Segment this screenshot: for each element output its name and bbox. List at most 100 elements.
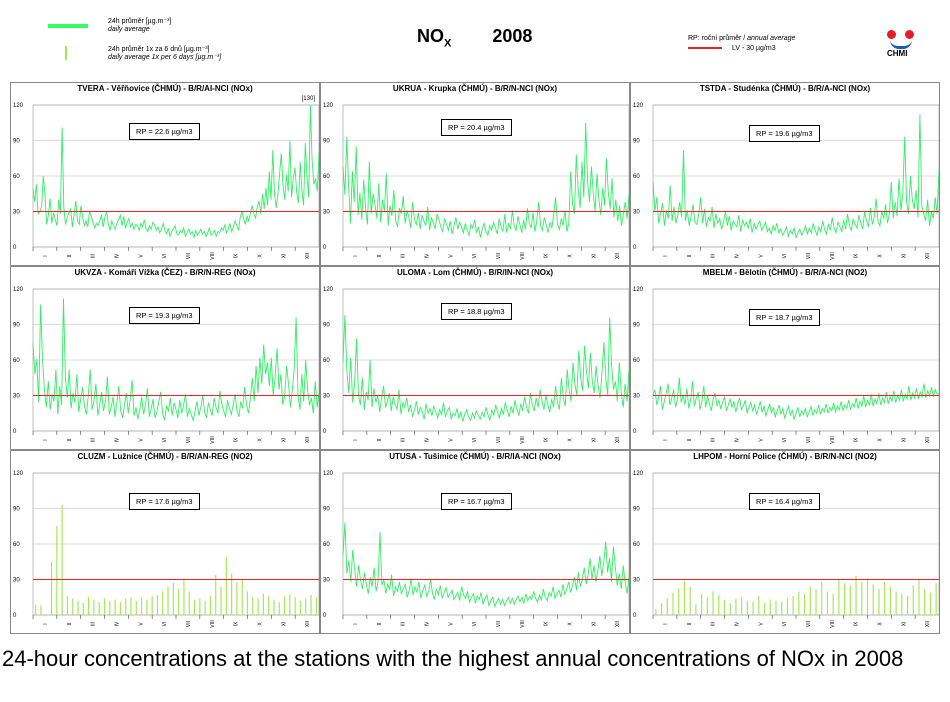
month-label: VI <box>472 622 478 627</box>
y-tick-label: 60 <box>323 358 330 364</box>
month-label: IX <box>544 621 550 626</box>
month-label: III <box>711 622 717 626</box>
month-label: VIII <box>520 436 526 444</box>
month-label: X <box>567 622 573 626</box>
y-tick-label: 90 <box>13 139 20 145</box>
chmi-logo: CHMI <box>884 28 918 62</box>
month-label: XII <box>305 621 311 627</box>
month-label: VIII <box>210 252 216 260</box>
month-label: II <box>67 255 73 258</box>
annual-average-box: RP = 17.6 µg/m3 <box>129 493 200 510</box>
rp-label-en: annual average <box>747 35 796 42</box>
month-label: XI <box>901 254 907 259</box>
concentration-line <box>652 114 939 240</box>
station-chart: TVERA - Věřňovice (ČHMÚ) - B/R/AI-NCI (N… <box>10 82 320 266</box>
month-label: I <box>43 439 49 440</box>
y-tick-label: 120 <box>633 287 644 293</box>
y-tick-label: 0 <box>633 245 637 251</box>
station-chart: UTUSA - Tušimice (ČHMÚ) - B/R/IA-NCI (NO… <box>320 450 630 634</box>
month-label: VIII <box>830 252 836 260</box>
month-label: VII <box>496 253 502 259</box>
y-tick-label: 0 <box>13 613 17 619</box>
month-label: VI <box>472 254 478 259</box>
y-tick-label: 30 <box>13 578 20 584</box>
station-chart: UKRUA - Krupka (ČHMÚ) - B/R/N-NCI (NOx) 1… <box>320 82 630 266</box>
legend-line-text: 24h průměr [µg.m⁻³] daily average <box>108 18 308 34</box>
y-tick-label: 30 <box>13 210 20 216</box>
month-label: VII <box>186 621 192 627</box>
month-label: X <box>877 622 883 626</box>
annual-average-box: RP = 19.6 µg/m3 <box>749 125 820 142</box>
y-tick-label: 120 <box>13 471 24 477</box>
annual-average-box: RP = 18.8 µg/m3 <box>441 303 512 320</box>
title-year: 2008 <box>492 26 533 46</box>
y-tick-label: 120 <box>13 103 24 109</box>
station-chart: MBELM - Bělotín (ČHMÚ) - B/R/A-NCI (NO2)… <box>630 266 940 450</box>
month-label: VIII <box>830 620 836 628</box>
y-tick-label: 120 <box>323 287 334 293</box>
month-label: II <box>377 255 383 258</box>
page-title: NOX 2008 <box>417 26 532 50</box>
month-label: VIII <box>520 252 526 260</box>
y-tick-label: 90 <box>633 507 640 513</box>
month-label: V <box>138 254 144 258</box>
month-label: IX <box>234 253 240 258</box>
month-label: III <box>711 254 717 258</box>
station-title: TVERA - Věřňovice (ČHMÚ) - B/R/AI-NCI (N… <box>77 84 253 93</box>
y-tick-label: 30 <box>633 210 640 216</box>
y-tick-label: 90 <box>633 323 640 329</box>
legend-bar-swatch <box>65 46 67 60</box>
figure-caption: 24-hour concentrations at the stations w… <box>2 646 904 671</box>
month-label: V <box>448 254 454 258</box>
month-label: IX <box>544 253 550 258</box>
station-title: TSTDA - Studénka (ČHMÚ) - B/R/A-NCI (NOx… <box>699 84 871 93</box>
month-label: III <box>711 438 717 442</box>
month-label: II <box>687 623 693 626</box>
concentration-line <box>342 522 629 609</box>
annual-average-box: RP = 19.3 µg/m3 <box>129 307 200 324</box>
month-label: IX <box>544 437 550 442</box>
month-label: VII <box>186 253 192 259</box>
month-label: IV <box>734 621 740 626</box>
station-chart: ULOMA - Lom (ČHMÚ) - B/R/IN-NCI (NOx) 120… <box>320 266 630 450</box>
y-tick-label: 120 <box>323 103 334 109</box>
y-tick-label: 0 <box>13 245 17 251</box>
y-tick-label: 30 <box>13 394 20 400</box>
month-label: XII <box>615 621 621 627</box>
y-tick-label: 30 <box>323 578 330 584</box>
month-label: II <box>687 439 693 442</box>
month-label: VIII <box>830 436 836 444</box>
month-label: VII <box>806 437 812 443</box>
y-tick-label: 120 <box>323 471 334 477</box>
y-tick-label: 60 <box>633 542 640 548</box>
legend-line-label-en: daily average <box>108 26 150 33</box>
month-label: I <box>43 623 49 624</box>
month-label: V <box>448 438 454 442</box>
month-label: IV <box>424 253 430 258</box>
month-label: XI <box>591 254 597 259</box>
y-tick-label: 120 <box>633 103 644 109</box>
month-label: IX <box>234 621 240 626</box>
month-label: I <box>353 439 359 440</box>
station-title: LHPOM - Horní Police (ČHMÚ) - B/R/N-NCI … <box>693 452 877 461</box>
month-label: X <box>257 622 263 626</box>
y-tick-label: 60 <box>13 542 20 548</box>
legend-line-swatch <box>48 24 88 28</box>
month-label: IV <box>114 437 120 442</box>
station-title: UKRUA - Krupka (ČHMÚ) - B/R/N-NCI (NOx) <box>392 84 558 93</box>
y-tick-label: 30 <box>323 394 330 400</box>
y-tick-label: 0 <box>323 245 327 251</box>
legend-bar-text: 24h průměr 1x za 6 dnů [µg.m⁻³] daily av… <box>108 46 308 62</box>
month-label: II <box>377 439 383 442</box>
month-label: VI <box>162 622 168 627</box>
month-label: III <box>91 254 97 258</box>
month-label: VI <box>472 438 478 443</box>
limit-line-swatch <box>688 47 722 49</box>
month-label: III <box>91 438 97 442</box>
month-label: X <box>877 438 883 442</box>
month-label: VI <box>782 622 788 627</box>
